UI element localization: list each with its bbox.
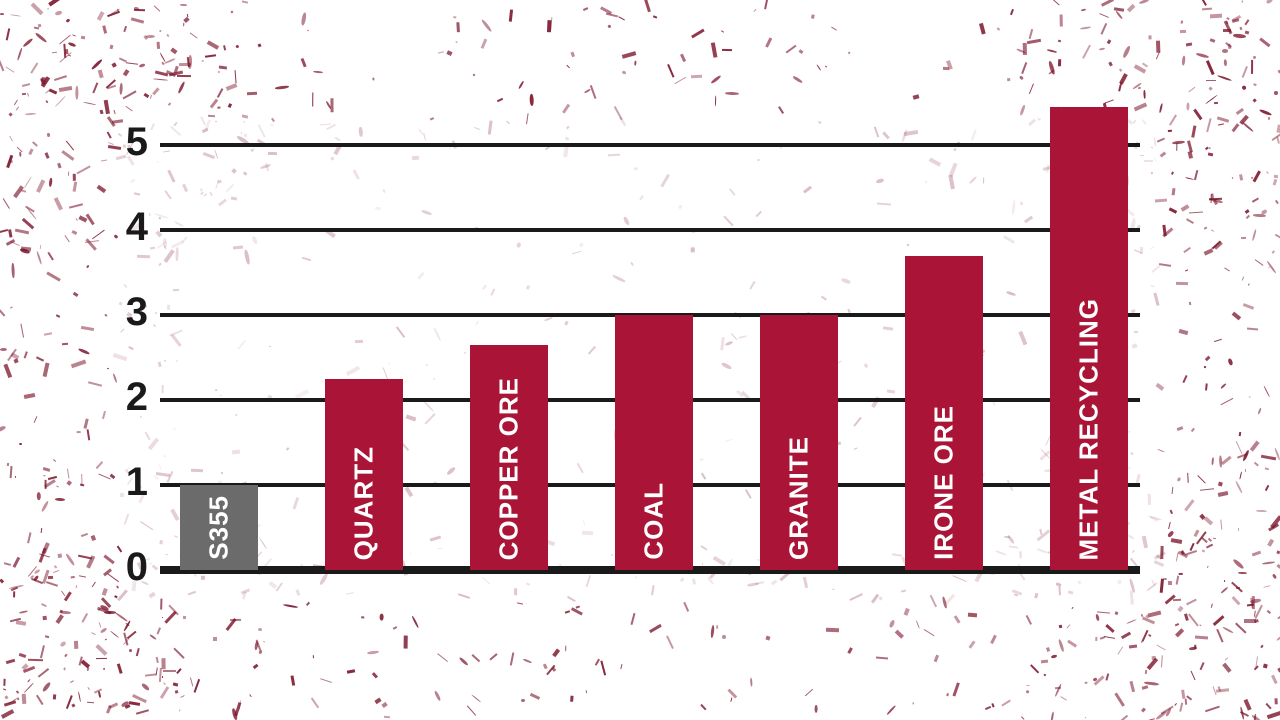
- bar: S355: [180, 485, 258, 570]
- bar: GRANITE: [760, 315, 838, 570]
- y-tick-label: 2: [88, 375, 148, 420]
- chart-stage: 0 1 2 3 4 5 S355 QUARTZ COPPER ORE COAL GRANITE IRO…: [0, 0, 1280, 720]
- bar: IRONE ORE: [905, 256, 983, 571]
- y-tick-label: 5: [88, 120, 148, 165]
- bar-label: GRANITE: [784, 436, 815, 560]
- bar-label: COAL: [639, 482, 670, 560]
- bar-label: S355: [204, 495, 235, 560]
- y-tick-label: 0: [88, 545, 148, 590]
- bar: METAL RECYCLING: [1050, 107, 1128, 570]
- bar: COAL: [615, 315, 693, 570]
- bar: COPPER ORE: [470, 345, 548, 570]
- y-tick-label: 4: [88, 205, 148, 250]
- y-tick-label: 3: [88, 290, 148, 335]
- bar-label: COPPER ORE: [494, 377, 525, 560]
- bar-label: QUARTZ: [349, 446, 380, 560]
- bar: QUARTZ: [325, 379, 403, 570]
- gridline: [160, 228, 1140, 232]
- gridline: [160, 143, 1140, 147]
- y-tick-label: 1: [88, 460, 148, 505]
- bar-label: METAL RECYCLING: [1074, 298, 1105, 560]
- bar-label: IRONE ORE: [929, 405, 960, 560]
